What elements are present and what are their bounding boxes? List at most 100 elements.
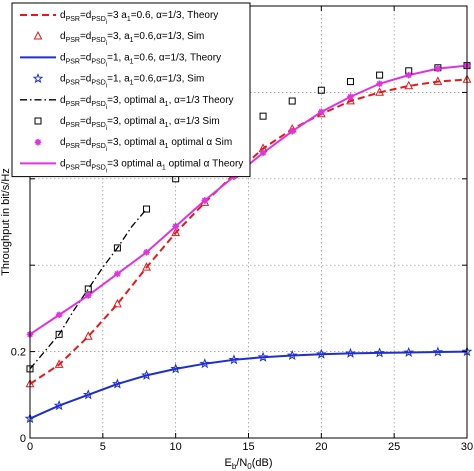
x-axis-label-part: /N — [236, 457, 247, 469]
legend-label-part: =3 optimal a — [107, 158, 162, 169]
asterisk-marker-center — [436, 67, 440, 71]
legend-box — [11, 2, 251, 178]
asterisk-marker-center — [57, 313, 61, 317]
legend-entry: dPSR=dPSDi=3, optimal a1 optimal α Sim — [34, 137, 232, 153]
asterisk-marker-center — [203, 198, 207, 202]
triangle-marker — [112, 298, 122, 308]
asterisk-marker-center — [319, 110, 323, 114]
square-marker — [376, 71, 384, 79]
legend-label-part: i — [106, 41, 107, 47]
square-marker — [143, 205, 151, 213]
square-marker — [34, 117, 42, 125]
series-2 — [29, 350, 468, 420]
triangle-marker — [404, 80, 414, 90]
legend-label-part: d — [60, 10, 66, 21]
legend-label-part: optimal α Theory — [166, 158, 243, 169]
asterisk-marker-center — [378, 82, 382, 86]
legend-label-part: =3 a — [107, 10, 127, 21]
star-marker — [170, 363, 181, 374]
star-marker — [316, 348, 327, 359]
asterisk-marker-center — [407, 73, 411, 77]
legend-label-part: d — [60, 137, 66, 148]
y-tick-label: 0 — [20, 433, 26, 445]
star-marker — [432, 346, 444, 357]
asterisk-marker-center — [36, 140, 40, 144]
star-marker — [374, 347, 385, 358]
legend-label-part: d — [60, 52, 66, 63]
x-tick-label: 25 — [388, 441, 400, 453]
legend-label-part: d — [60, 74, 66, 85]
legend-label: dPSR=dPSDi=1, a1=0.6, α=1/3, Theory — [60, 52, 221, 68]
asterisk-marker-center — [174, 224, 178, 228]
legend-label-part: d — [60, 158, 66, 169]
series-line — [29, 208, 148, 370]
square-marker — [259, 112, 267, 120]
asterisk-marker-center — [86, 293, 90, 298]
legend-label-part: PSR — [66, 16, 80, 23]
legend-label-part: =d — [80, 158, 91, 169]
legend-label-part: i — [106, 105, 107, 111]
legend-label-part: =3, optimal a — [107, 116, 165, 127]
star-marker — [82, 389, 94, 400]
legend-label-part: PSD — [91, 80, 105, 87]
legend-entry: dPSR=dPSDi=3, a1=0.6,α=1/3, Sim — [33, 31, 205, 47]
legend-label: dPSR=dPSDi=3, optimal a1, α=1/3 Sim — [60, 116, 220, 132]
legend-entry: dPSR=dPSDi=1, a1=0.6, α=1/3, Theory — [20, 52, 221, 68]
x-tick-label: 20 — [315, 441, 327, 453]
legend-label: dPSR=dPSDi=3 a1=0.6, α=1/3, Theory — [60, 10, 218, 26]
legend-label-part: PSD — [91, 37, 105, 44]
star-marker — [228, 354, 240, 365]
square-marker — [317, 86, 325, 94]
legend-entry: dPSR=dPSDi=1, a1=0.6,α=1/3, Sim — [32, 73, 204, 90]
legend-label-part: =d — [80, 10, 91, 21]
legend-label-part: PSD — [91, 16, 105, 23]
triangle-marker — [171, 227, 181, 237]
triangle-marker — [142, 262, 151, 271]
star-marker — [286, 349, 298, 361]
legend-label-part: PSR — [66, 58, 80, 65]
legend-label-part: =d — [80, 95, 91, 106]
legend-entry: dPSR=dPSDi=3 optimal a1 optimal α Theory — [20, 158, 243, 174]
star-marker — [199, 358, 211, 369]
legend-label-part: PSD — [91, 164, 105, 171]
triangle-marker — [54, 359, 64, 368]
legend-entry: dPSR=dPSDi=3 a1=0.6, α=1/3, Theory — [20, 10, 218, 26]
legend-label: dPSR=dPSDi=3, optimal a1 optimal α Sim — [60, 137, 232, 153]
legend-label-part: 1 — [162, 164, 166, 171]
triangle-marker — [33, 31, 43, 40]
square-marker — [113, 244, 121, 252]
legend-entry: dPSR=dPSDi=3, optimal a1, α=1/3 Theory — [20, 95, 234, 111]
triangle-marker — [433, 76, 443, 85]
legend-label-part: i — [106, 84, 107, 90]
y-tick-label: 0.2 — [11, 347, 26, 359]
star-marker — [32, 73, 44, 84]
legend-label-part: =3, a — [107, 31, 130, 42]
legend-entry: dPSR=dPSDi=3, optimal a1, α=1/3 Sim — [34, 116, 220, 132]
legend-label-part: =0.6, α=1/3, Theory — [131, 10, 219, 21]
x-axis-label-part: (dB) — [252, 457, 273, 469]
legend-label-part: 1 — [130, 80, 134, 87]
legend-label-part: PSD — [91, 122, 105, 129]
legend-label-part: =0.6,α=1/3, Sim — [134, 31, 205, 42]
asterisk-marker-center — [261, 151, 265, 155]
x-tick-label: 30 — [461, 441, 473, 453]
star-marker — [403, 346, 415, 357]
star-marker — [53, 400, 65, 411]
legend-label-part: =d — [80, 116, 91, 127]
square-marker — [84, 285, 92, 293]
legend-label-part: =d — [80, 52, 91, 63]
x-axis-label: Eb/N0(dB) — [224, 457, 272, 471]
legend-label-part: =d — [80, 31, 91, 42]
x-tick-label: 10 — [170, 441, 182, 453]
star-marker — [112, 378, 123, 389]
legend-label-part: 1 — [127, 16, 131, 23]
series-line — [29, 350, 468, 420]
legend-label-part: i — [106, 126, 107, 132]
legend-label-part: =0.6, α=1/3, Theory — [134, 52, 222, 63]
square-marker — [288, 97, 296, 105]
legend-label-part: optimal α Sim — [169, 137, 233, 148]
legend-label-part: PSR — [66, 37, 80, 44]
star-marker — [141, 369, 152, 380]
legend-label-part: PSD — [91, 101, 105, 108]
